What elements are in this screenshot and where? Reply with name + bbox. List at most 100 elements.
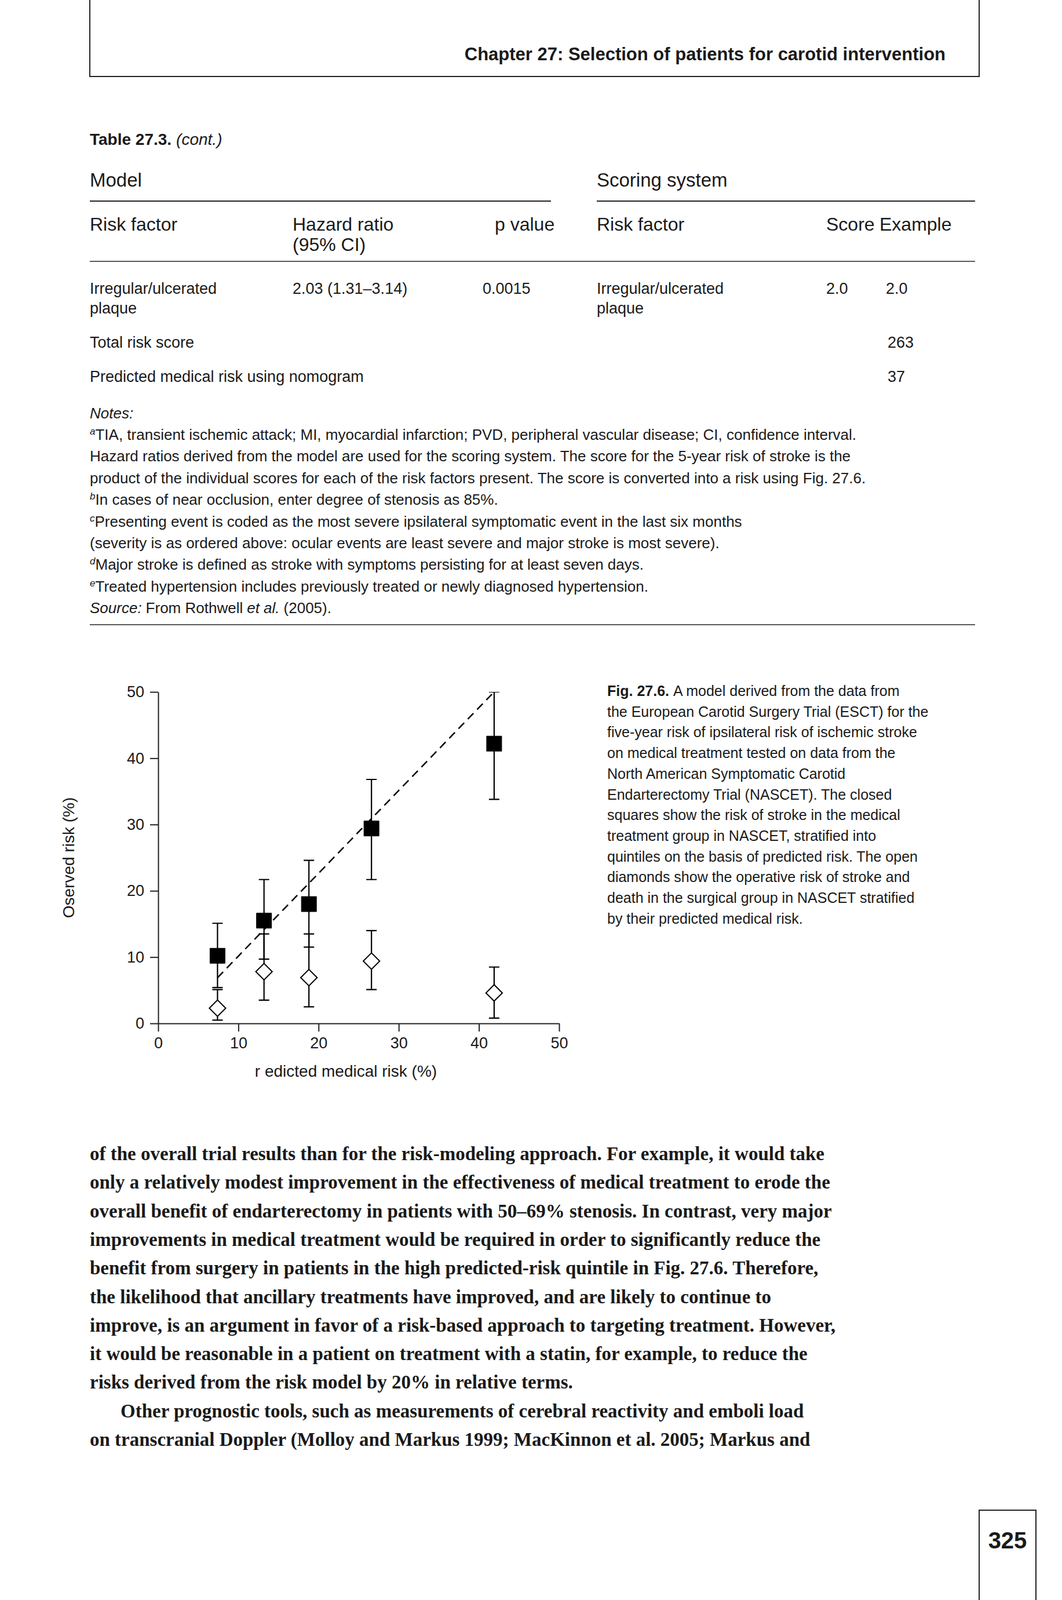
- note-line: cPresenting event is coded as the most s…: [89, 512, 743, 531]
- caption-line: treatment group in NASCET, stratified in…: [607, 827, 877, 844]
- note-mark: e: [89, 577, 96, 589]
- table-cell: 0.0015: [482, 279, 531, 298]
- caption-line: diamonds show the operative risk of stro…: [607, 868, 911, 885]
- body-line: benefit from surgery in patients in the …: [89, 1257, 819, 1279]
- tick-label: 10: [126, 948, 145, 966]
- source-part: (2005).: [283, 599, 332, 617]
- caption-text: North American Symptomatic Carotid: [607, 765, 846, 782]
- tick-mark: [238, 1023, 240, 1032]
- body-line: overall benefit of endarterectomy in pat…: [89, 1200, 832, 1222]
- caption-line: on medical treatment tested on data from…: [607, 744, 896, 761]
- caption-line: five-year risk of ipsilateral risk of is…: [607, 723, 918, 740]
- notes-rule: [89, 623, 976, 626]
- column-header: Risk factor: [596, 213, 685, 235]
- body-line: only a relatively modest improvement in …: [89, 1171, 831, 1193]
- note-mark: a: [89, 425, 96, 437]
- column-header: Score: [826, 213, 875, 235]
- background: [0, 0, 1062, 1600]
- caption-text: the European Carotid Surgery Trial (ESCT…: [607, 703, 929, 720]
- table-title-note: (cont.): [176, 130, 222, 149]
- page: Chapter 27: Selection of patients for ca…: [0, 0, 1062, 1600]
- square-marker: [301, 896, 317, 912]
- column-header: (95% CI): [292, 234, 366, 255]
- tick-label: 40: [470, 1034, 488, 1052]
- table-cell: Irregular/ulcerated: [89, 279, 217, 298]
- body-line: it would be reasonable in a patient on t…: [89, 1342, 808, 1364]
- diamond-marker: [256, 963, 273, 980]
- diamond-marker: [363, 952, 380, 969]
- chart: 0 10 20 30 40 50 0 10 20 30 40 50 r edicted medical …: [59, 683, 569, 1080]
- note-text: (severity is as ordered above: ocular ev…: [89, 534, 720, 552]
- tick-mark: [398, 1023, 400, 1032]
- note-text: Presenting event is coded as the most se…: [95, 512, 743, 531]
- caption-text: on medical treatment tested on data from…: [607, 744, 896, 761]
- page-number-box: 325: [979, 1509, 1036, 1600]
- note-line: aTIA, transient ischemic attack; MI, myo…: [89, 425, 857, 444]
- notes-title: Notes:: [89, 404, 134, 422]
- tick: 50: [550, 1023, 568, 1052]
- tick-label: 30: [126, 815, 145, 834]
- column-header: Risk factor: [89, 213, 178, 235]
- caption-line: Fig. 27.6.A model derived from the data …: [607, 682, 900, 699]
- body-line: risks derived from the risk model by 20%…: [89, 1371, 574, 1393]
- header-rule: [89, 260, 976, 262]
- tick-label: 10: [230, 1034, 248, 1052]
- table: Table 27.3.(cont.)ModelScoring systemRis…: [89, 130, 976, 386]
- tick-mark: [158, 1023, 160, 1032]
- tick-label: 0: [135, 1014, 145, 1032]
- caption-text: squares show the risk of stroke in the m…: [607, 806, 901, 823]
- axis-line: [158, 692, 160, 1024]
- note-line: dMajor stroke is defined as stroke with …: [89, 555, 644, 574]
- tick: 20: [126, 881, 159, 900]
- tick-mark: [150, 757, 159, 759]
- note-line: product of the individual scores for eac…: [89, 469, 866, 487]
- tick-mark: [150, 823, 159, 826]
- diamond-marker: [300, 969, 317, 986]
- caption-line: by their predicted medical risk.: [607, 910, 804, 927]
- total-value: 263: [887, 333, 914, 352]
- tick: 40: [470, 1023, 488, 1052]
- tick-label: 0: [154, 1034, 163, 1052]
- tick: 50: [126, 683, 159, 701]
- caption-text: diamonds show the operative risk of stro…: [607, 868, 911, 885]
- diamond-marker: [209, 1000, 226, 1017]
- caption-text: treatment group in NASCET, stratified in…: [607, 827, 877, 844]
- tick-label: 20: [126, 881, 145, 900]
- total-label: Total risk score: [89, 333, 195, 352]
- series: [217, 691, 494, 978]
- table-cell: plaque: [596, 299, 644, 317]
- note-text: TIA, transient ischemic attack; MI, myoc…: [95, 425, 857, 444]
- page-number: 325: [988, 1527, 1028, 1553]
- diamond-marker: [486, 984, 503, 1001]
- running-header: Chapter 27: Selection of patients for ca…: [89, 0, 980, 77]
- x-axis-title: r edicted medical risk (%): [254, 1062, 437, 1080]
- tick-mark: [150, 956, 159, 958]
- tick-mark: [150, 691, 159, 693]
- group-rule: [596, 200, 976, 202]
- note-text: Hazard ratios derived from the model are…: [89, 447, 851, 465]
- column-header: p value: [494, 213, 555, 235]
- body-line: of the overall trial results than for th…: [89, 1143, 825, 1164]
- tick-mark: [318, 1023, 320, 1032]
- note-text: In cases of near occlusion, enter degree…: [95, 490, 498, 509]
- axis-line: [158, 1023, 560, 1025]
- caption-line: the European Carotid Surgery Trial (ESCT…: [607, 703, 929, 720]
- source-part: Source:: [89, 599, 142, 617]
- y-axis: 0 10 20 30 40 50: [126, 683, 159, 1032]
- tick: 10: [126, 948, 159, 966]
- square-marker: [256, 913, 272, 929]
- source-part: et al.: [246, 599, 280, 617]
- caption-text: A model derived from the data from: [673, 682, 900, 699]
- page-number-frame: [979, 1509, 1036, 1600]
- tick-label: 20: [309, 1034, 328, 1052]
- series: [209, 930, 503, 1020]
- tick-label: 50: [550, 1034, 568, 1052]
- note-text: Treated hypertension includes previously…: [95, 577, 648, 596]
- body-line: improve, is an argument in favor of a ri…: [89, 1314, 836, 1336]
- table-group: Scoring system: [596, 169, 728, 191]
- tick: 40: [126, 749, 159, 768]
- square-marker: [486, 735, 502, 751]
- total-label: Predicted medical risk using nomogram: [89, 367, 364, 386]
- tick-label: 30: [390, 1034, 408, 1052]
- note-line: eTreated hypertension includes previousl…: [89, 577, 649, 596]
